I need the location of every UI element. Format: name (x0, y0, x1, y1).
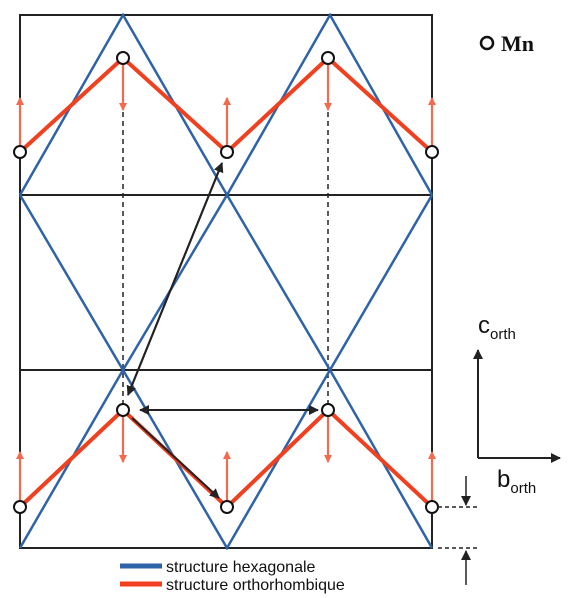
c-axis-label: corth (478, 312, 516, 343)
mn-atom (425, 145, 439, 159)
offset-indicator (438, 476, 478, 585)
hex-zigzag-up-2 (18, 367, 434, 551)
mn-atom (220, 145, 234, 159)
mn-legend: Mn (479, 31, 534, 56)
mn-legend-label: Mn (501, 31, 534, 56)
hex-zigzag-down-1 (18, 192, 434, 373)
mn-atom (116, 51, 130, 65)
mn-atom (13, 500, 27, 514)
b-axis-label: borth (497, 466, 536, 497)
mn-atom (321, 403, 335, 417)
hexagonal-lattice (18, 12, 434, 551)
mn-legend-icon (479, 35, 495, 51)
orientation-axes: corth borth (473, 312, 561, 497)
legend-label-hexagonal: structure hexagonale (166, 559, 316, 576)
mn-atom (425, 500, 439, 514)
short-diagonal-arrow (131, 417, 220, 499)
dashed-guides (122, 58, 329, 410)
b-axis-main: b (497, 466, 510, 493)
diagonal-arrow-down (126, 162, 223, 396)
mn-atom (321, 51, 335, 65)
b-axis-sub: orth (510, 480, 536, 497)
mn-atom (13, 145, 27, 159)
c-axis-sub: orth (490, 326, 516, 343)
mn-atoms (13, 51, 439, 514)
displacement-arrows (126, 162, 319, 499)
legend-label-orthorhombic: structure orthorhombique (166, 577, 345, 594)
structure-legend: structure hexagonale structure orthorhom… (120, 559, 345, 594)
mn-atom (116, 403, 130, 417)
spin-arrows (16, 64, 436, 501)
mn-atom (220, 500, 234, 514)
c-axis-main: c (478, 312, 490, 339)
